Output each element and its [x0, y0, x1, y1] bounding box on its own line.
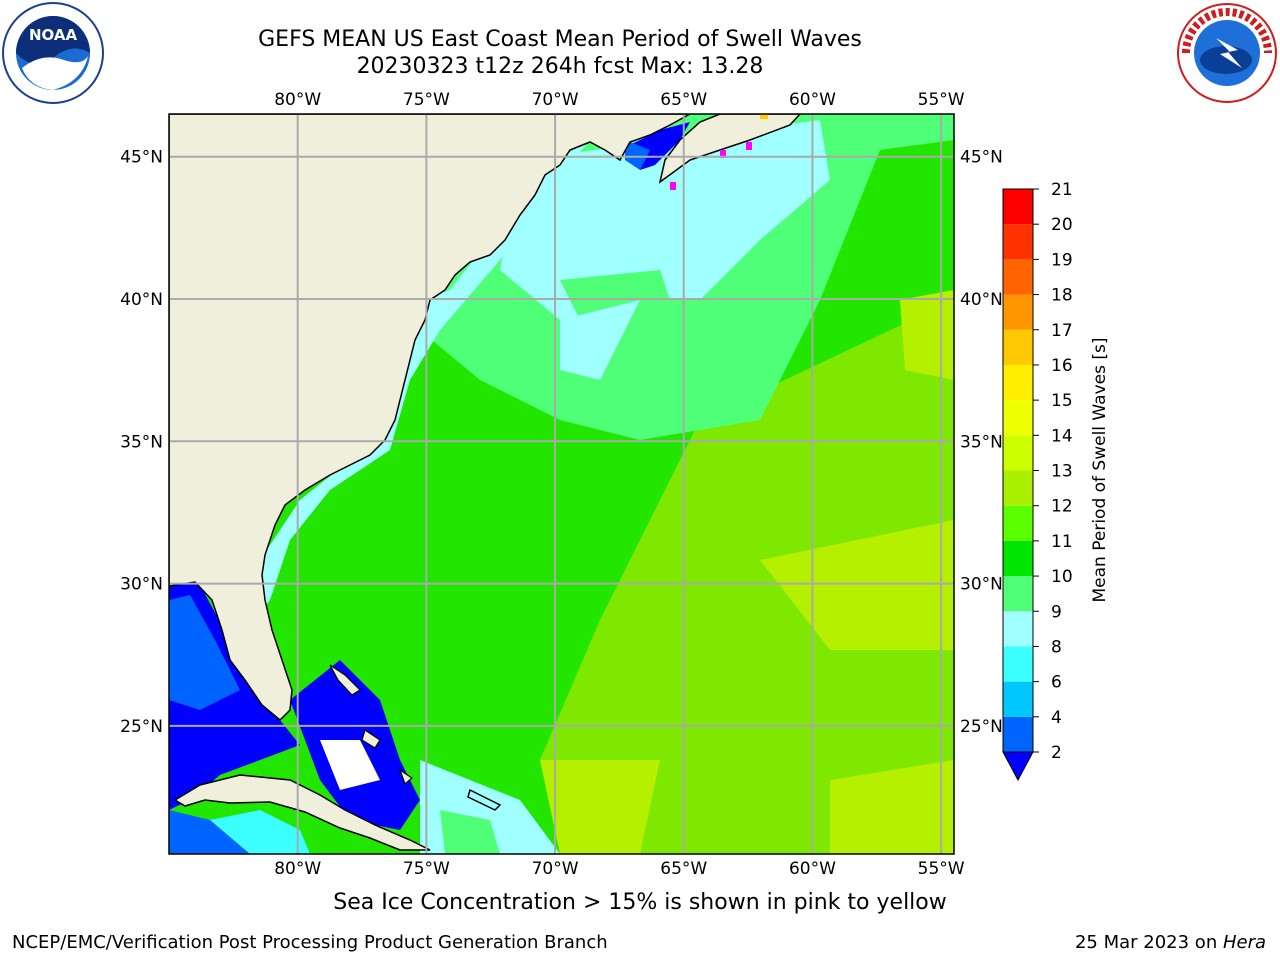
- land-cuba: [173, 774, 431, 851]
- lon-tick-label: 55°W: [918, 859, 965, 879]
- colorbar-tick-label: 12: [1051, 497, 1073, 517]
- colorbar-segment: [1003, 329, 1033, 365]
- colorbar-segment: [1003, 470, 1033, 506]
- colorbar-segment: [1003, 224, 1033, 260]
- colorbar-tick-label: 18: [1051, 286, 1073, 306]
- footer-credit: NCEP/EMC/Verification Post Processing Pr…: [12, 932, 608, 953]
- footer-machine: Hera: [1222, 932, 1266, 953]
- colorbar-label: Mean Period of Swell Waves [s]: [1090, 338, 1110, 603]
- colorbar-segment: [1003, 681, 1033, 717]
- lat-tick-label: 35°N: [960, 432, 1003, 452]
- colorbar-tick-label: 8: [1051, 637, 1062, 657]
- colorbar-tick-label: 11: [1051, 532, 1073, 552]
- colorbar-tick-label: 20: [1051, 215, 1073, 235]
- colorbar-extend-triangle: [1002, 751, 1034, 782]
- colorbar-segment: [1003, 505, 1033, 541]
- colorbar-segment: [1003, 716, 1033, 752]
- colorbar-segment: [1003, 611, 1033, 647]
- lon-tick-label: 70°W: [532, 90, 579, 110]
- lon-tick-label: 60°W: [789, 859, 836, 879]
- colorbar-tick-label: 14: [1051, 426, 1073, 446]
- lon-tick-label: 75°W: [403, 90, 450, 110]
- colorbar-tick-label: 15: [1051, 391, 1073, 411]
- sea-ice-note: Sea Ice Concentration > 15% is shown in …: [333, 890, 947, 915]
- chart-subtitle: 20230323 t12z 264h fcst Max: 13.28: [356, 54, 764, 79]
- lon-tick-label: 55°W: [918, 90, 965, 110]
- lon-tick-label: 70°W: [532, 859, 579, 879]
- lat-tick-label: 45°N: [120, 148, 163, 168]
- colorbar-tick-label: 9: [1051, 602, 1062, 622]
- lat-tick-label: 40°N: [960, 290, 1003, 310]
- colorbar-segment: [1003, 189, 1033, 225]
- colorbar-segment: [1003, 259, 1033, 295]
- lon-tick-label: 60°W: [789, 90, 836, 110]
- footer-date-text: 25 Mar 2023 on: [1074, 932, 1223, 953]
- lon-tick-label: 80°W: [274, 90, 321, 110]
- land-north-america: [169, 114, 691, 722]
- noaa-logo: NOAA: [2, 2, 104, 104]
- colorbar-segment: [1003, 646, 1033, 682]
- lat-tick-label: 25°N: [960, 717, 1003, 737]
- lat-tick-label: 35°N: [120, 432, 163, 452]
- lat-tick-label: 30°N: [120, 575, 163, 595]
- map-gridlines: [169, 114, 954, 854]
- colorbar-segment: [1003, 435, 1033, 471]
- colorbar-segment: [1003, 400, 1033, 436]
- footer-date: 25 Mar 2023 on Hera: [1075, 932, 1266, 953]
- land-nova-scotia: [658, 114, 802, 184]
- colorbar-segment: [1003, 294, 1033, 330]
- lon-tick-label: 65°W: [660, 859, 707, 879]
- colorbar-tick-label: 4: [1051, 708, 1062, 728]
- svg-text:NOAA: NOAA: [29, 26, 78, 44]
- colorbar-segment: [1003, 576, 1033, 612]
- colorbar-tick-label: 21: [1051, 180, 1073, 200]
- colorbar-tick-label: 19: [1051, 250, 1073, 270]
- lon-tick-label: 65°W: [660, 90, 707, 110]
- map-frame: [168, 113, 955, 855]
- colorbar-tick-label: 16: [1051, 356, 1073, 376]
- lat-tick-label: 30°N: [960, 575, 1003, 595]
- lon-tick-label: 80°W: [274, 859, 321, 879]
- colorbar: 2 4 6 8 9 10 11 12 13 14 15 16 17 18 19 20 21: [1002, 180, 1073, 782]
- lat-tick-label: 25°N: [120, 717, 163, 737]
- colorbar-tick-label: 17: [1051, 321, 1073, 341]
- colorbar-tick-label: 6: [1051, 673, 1062, 693]
- colorbar-segment: [1003, 540, 1033, 577]
- lat-tick-label: 45°N: [960, 148, 1003, 168]
- chart-title: GEFS MEAN US East Coast Mean Period of S…: [258, 27, 862, 52]
- colorbar-tick-label: 2: [1051, 743, 1062, 763]
- colorbar-segment: [1003, 364, 1033, 401]
- colorbar-tick-label: 10: [1051, 567, 1073, 587]
- map-plot-area: [169, 114, 954, 854]
- lat-tick-label: 40°N: [120, 290, 163, 310]
- colorbar-tick-label: 13: [1051, 462, 1073, 482]
- nws-logo: [1177, 3, 1277, 103]
- lon-tick-label: 75°W: [403, 859, 450, 879]
